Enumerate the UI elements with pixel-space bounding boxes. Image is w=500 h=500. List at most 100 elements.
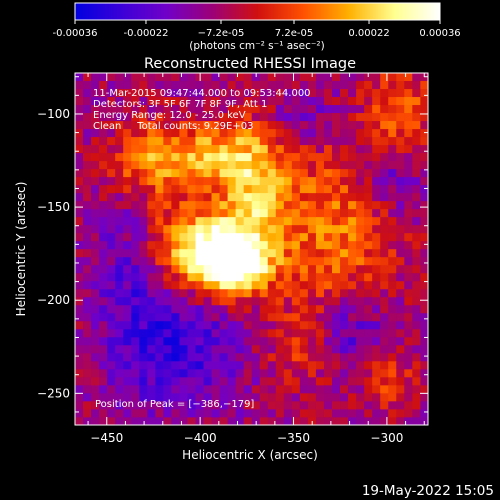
heatmap-cell (147, 321, 156, 330)
heatmap-cell (107, 361, 116, 370)
heatmap-cell (396, 257, 405, 266)
heatmap-cell (123, 201, 132, 210)
heatmap-cell (163, 353, 172, 362)
heatmap-cell (299, 305, 309, 314)
heatmap-cell (219, 225, 229, 234)
heatmap-cell (91, 321, 100, 330)
heatmap-cell (259, 393, 269, 402)
heatmap-cell (420, 401, 428, 410)
heatmap-cell (315, 249, 325, 258)
heatmap-cell (123, 297, 132, 306)
heatmap-cell (348, 281, 357, 290)
heatmap-cell (307, 289, 317, 298)
heatmap-cell (356, 97, 365, 106)
heatmap-cell (155, 81, 164, 90)
heatmap-cell (396, 217, 405, 226)
heatmap-cell (323, 209, 333, 218)
colorbar-gradient (74, 2, 441, 21)
heatmap-cell (259, 145, 269, 154)
heatmap-cell (131, 369, 140, 378)
heatmap-cell (195, 393, 205, 402)
heatmap-cell (187, 265, 197, 274)
heatmap-cell (131, 329, 140, 338)
heatmap-cell (123, 241, 132, 250)
heatmap-cell (251, 89, 261, 98)
heatmap-cell (364, 273, 373, 282)
heatmap-cell (299, 145, 309, 154)
heatmap-cell (123, 89, 132, 98)
heatmap-cell (203, 209, 213, 218)
heatmap-cell (283, 73, 293, 82)
heatmap-cell (259, 193, 269, 202)
heatmap-cell (380, 361, 389, 370)
heatmap-cell (299, 97, 309, 106)
heatmap-cell (235, 89, 245, 98)
heatmap-cell (179, 121, 189, 130)
heatmap-cell (147, 401, 156, 410)
heatmap-cell (340, 297, 349, 306)
heatmap-cell (364, 121, 373, 130)
heatmap-cell (412, 201, 421, 210)
heatmap-cell (291, 265, 301, 274)
heatmap-cell (275, 177, 285, 186)
heatmap-cell (115, 321, 124, 330)
heatmap-cell (307, 313, 317, 322)
heatmap-cell (75, 105, 84, 114)
heatmap-cell (380, 89, 389, 98)
heatmap-cell (340, 337, 349, 346)
heatmap-cell (372, 337, 381, 346)
heatmap-cell (275, 241, 285, 250)
heatmap-cell (99, 113, 108, 122)
heatmap-cell (267, 377, 277, 386)
heatmap-cell (195, 377, 205, 386)
heatmap-cell (139, 377, 148, 386)
heatmap-cell (259, 217, 269, 226)
heatmap-cell (147, 209, 156, 218)
heatmap-cell (348, 409, 357, 418)
heatmap-cell (412, 217, 421, 226)
heatmap-cell (83, 377, 92, 386)
heatmap-cell (107, 209, 116, 218)
heatmap-cell (283, 289, 293, 298)
heatmap-cell (219, 121, 229, 130)
heatmap-cell (356, 161, 365, 170)
heatmap-cell (251, 233, 261, 242)
heatmap-cell (291, 361, 301, 370)
heatmap-cell (75, 169, 84, 178)
heatmap-cell (259, 113, 269, 122)
heatmap-cell (147, 241, 156, 250)
heatmap-cell (131, 353, 140, 362)
heatmap-cell (259, 225, 269, 234)
heatmap-cell (252, 425, 261, 434)
heatmap-cell (388, 217, 397, 226)
heatmap-cell (348, 289, 357, 298)
heatmap-cell (348, 401, 357, 410)
heatmap-cell (364, 153, 373, 162)
heatmap-cell (315, 321, 325, 330)
heatmap-cell (412, 137, 421, 146)
heatmap-cell (428, 73, 437, 82)
heatmap-cell (259, 273, 269, 282)
heatmap-cell (91, 409, 100, 418)
heatmap-cell (380, 281, 389, 290)
heatmap-cell (163, 297, 172, 306)
heatmap-cell (267, 393, 277, 402)
heatmap-cell (428, 409, 437, 418)
heatmap-cell (91, 193, 100, 202)
heatmap-cell (115, 281, 124, 290)
heatmap-cell (332, 113, 341, 122)
heatmap-cell (275, 329, 285, 338)
heatmap-cell (179, 377, 189, 386)
heatmap-cell (380, 265, 389, 274)
heatmap-cell (259, 153, 269, 162)
heatmap-cell (131, 225, 140, 234)
heatmap-cell (235, 321, 245, 330)
heatmap-cell (155, 225, 164, 234)
heatmap-cell (348, 305, 357, 314)
heatmap-cell (404, 337, 413, 346)
heatmap-cell (388, 417, 397, 425)
heatmap-cell (171, 113, 180, 122)
heatmap-cell (420, 297, 428, 306)
heatmap-cell (123, 409, 132, 418)
heatmap-cell (211, 281, 221, 290)
